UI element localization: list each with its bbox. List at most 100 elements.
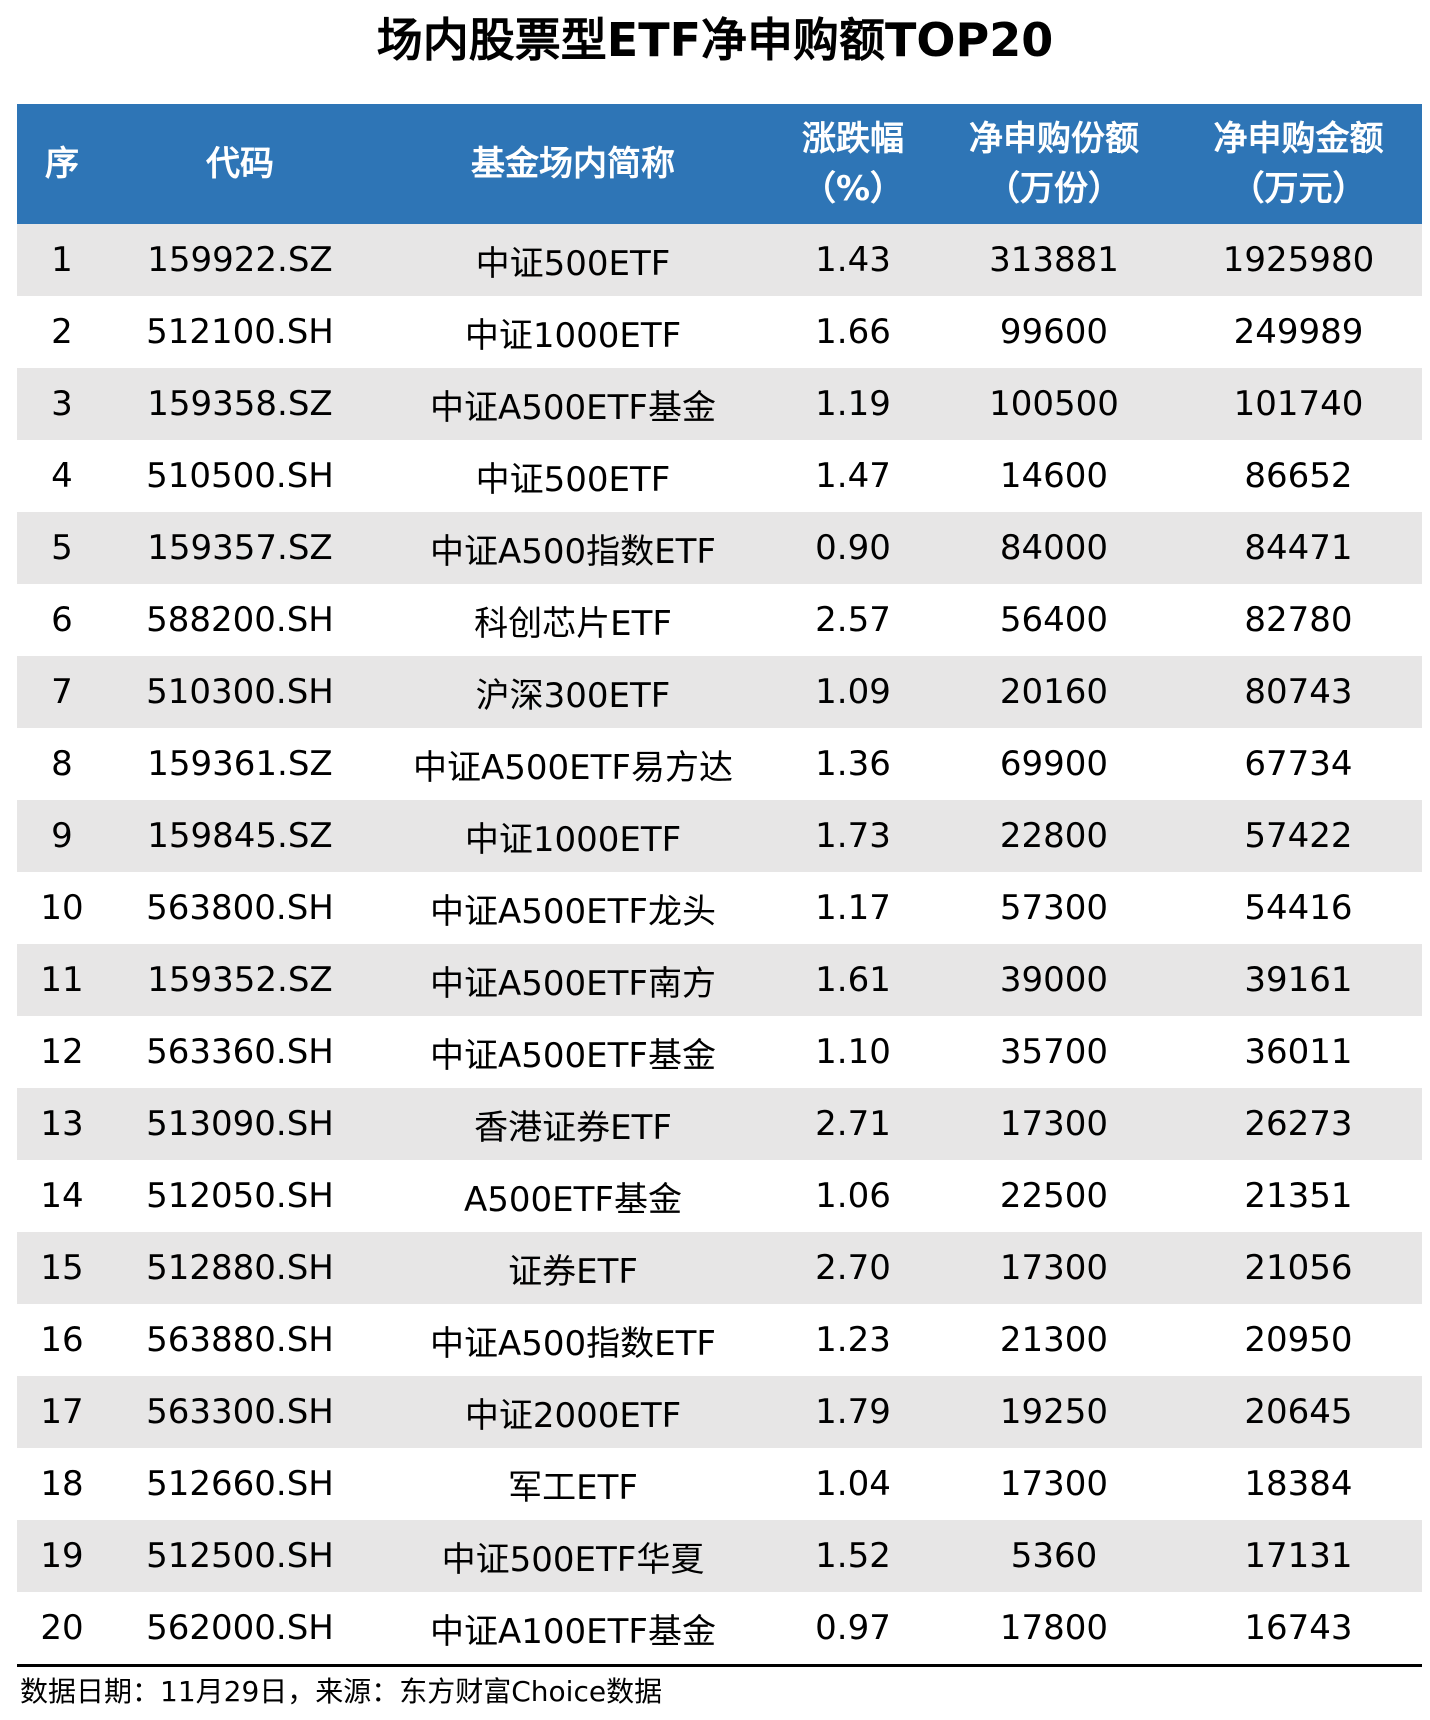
cell-net-amount: 20645 <box>1244 1392 1353 1432</box>
cell-code: 563360.SH <box>146 1032 334 1072</box>
cell-change-pct: 1.52 <box>815 1536 891 1576</box>
cell-net-amount: 249989 <box>1233 312 1364 352</box>
cell-fund-name: 中证A500ETF南方 <box>430 963 716 1004</box>
cell-net-shares: 39000 <box>999 960 1109 1000</box>
header-label: （万份） <box>986 169 1122 209</box>
cell-net-shares: 35700 <box>999 1032 1109 1072</box>
cell-code: 510500.SH <box>146 456 334 496</box>
table-row: 19 512500.SH 中证500ETF华夏 1.52 5360 17131 <box>17 1520 1422 1592</box>
cell-rank: 11 <box>40 960 84 1000</box>
cell-fund-name: 中证2000ETF <box>464 1395 682 1436</box>
cell-change-pct: 1.36 <box>815 744 891 784</box>
table-row: 14 512050.SH A500ETF基金 1.06 22500 21351 <box>17 1160 1422 1232</box>
cell-net-amount: 26273 <box>1244 1104 1353 1144</box>
table-row: 13 513090.SH 香港证券ETF 2.71 17300 26273 <box>17 1088 1422 1160</box>
cell-fund-name: 中证A500ETF基金 <box>430 1035 716 1076</box>
cell-rank: 1 <box>51 240 73 280</box>
table-row: 11 159352.SZ 中证A500ETF南方 1.61 39000 39161 <box>17 944 1422 1016</box>
header-code: 代码 <box>107 104 373 224</box>
header-rank: 序 <box>17 104 107 224</box>
header-net-amount: 净申购金额 （万元） <box>1175 104 1422 224</box>
cell-rank: 19 <box>40 1536 84 1576</box>
cell-net-shares: 313881 <box>989 240 1119 280</box>
cell-code: 159357.SZ <box>147 528 333 568</box>
cell-rank: 13 <box>40 1104 84 1144</box>
cell-rank: 18 <box>40 1464 84 1504</box>
cell-net-shares: 5360 <box>1010 1536 1098 1576</box>
cell-rank: 20 <box>40 1608 84 1648</box>
cell-fund-name: 科创芯片ETF <box>474 603 672 644</box>
header-label: 净申购金额 <box>1213 119 1384 159</box>
cell-rank: 6 <box>51 600 73 640</box>
cell-fund-name: 中证A500指数ETF <box>430 531 716 572</box>
cell-net-amount: 80743 <box>1244 672 1353 712</box>
cell-net-amount: 18384 <box>1244 1464 1353 1504</box>
header-label: （%） <box>801 169 905 209</box>
cell-change-pct: 1.61 <box>815 960 891 1000</box>
header-change-pct: 涨跌幅 （%） <box>773 104 933 224</box>
table-row: 2 512100.SH 中证1000ETF 1.66 99600 249989 <box>17 296 1422 368</box>
cell-net-shares: 17300 <box>999 1104 1109 1144</box>
cell-change-pct: 2.57 <box>815 600 891 640</box>
cell-net-shares: 17800 <box>999 1608 1109 1648</box>
cell-fund-name: 中证1000ETF <box>464 315 682 356</box>
cell-net-amount: 101740 <box>1233 384 1364 424</box>
cell-fund-name: 证券ETF <box>508 1251 638 1292</box>
table-row: 8 159361.SZ 中证A500ETF易方达 1.36 69900 67734 <box>17 728 1422 800</box>
cell-net-amount: 1925980 <box>1222 240 1375 280</box>
header-fund-name: 基金场内简称 <box>373 104 773 224</box>
table-row: 9 159845.SZ 中证1000ETF 1.73 22800 57422 <box>17 800 1422 872</box>
cell-net-amount: 84471 <box>1244 528 1353 568</box>
table-row: 7 510300.SH 沪深300ETF 1.09 20160 80743 <box>17 656 1422 728</box>
cell-fund-name: 中证500ETF <box>475 243 671 284</box>
table-header: 序 代码 基金场内简称 涨跌幅 （%） 净申购份额 （万份） 净申购金额 （万元） <box>17 104 1422 224</box>
cell-fund-name: 中证500ETF <box>475 459 671 500</box>
cell-net-shares: 22500 <box>999 1176 1109 1216</box>
table-row: 10 563800.SH 中证A500ETF龙头 1.17 57300 54416 <box>17 872 1422 944</box>
cell-net-shares: 69900 <box>999 744 1109 784</box>
source-note: 数据日期：11月29日，来源：东方财富Choice数据 <box>20 1675 663 1708</box>
cell-fund-name: 中证1000ETF <box>464 819 682 860</box>
header-net-shares: 净申购份额 （万份） <box>933 104 1175 224</box>
cell-rank: 7 <box>51 672 73 712</box>
cell-net-amount: 39161 <box>1244 960 1353 1000</box>
header-label: 基金场内简称 <box>471 144 675 184</box>
cell-net-amount: 21351 <box>1244 1176 1353 1216</box>
cell-net-shares: 21300 <box>999 1320 1109 1360</box>
cell-rank: 5 <box>51 528 73 568</box>
cell-rank: 3 <box>51 384 73 424</box>
cell-code: 513090.SH <box>146 1104 334 1144</box>
cell-net-shares: 17300 <box>999 1464 1109 1504</box>
cell-net-shares: 19250 <box>999 1392 1109 1432</box>
cell-change-pct: 1.79 <box>815 1392 891 1432</box>
table-row: 18 512660.SH 军工ETF 1.04 17300 18384 <box>17 1448 1422 1520</box>
cell-code: 512100.SH <box>146 312 334 352</box>
cell-change-pct: 1.06 <box>815 1176 891 1216</box>
cell-fund-name: 中证A100ETF基金 <box>430 1611 716 1652</box>
cell-net-shares: 20160 <box>999 672 1109 712</box>
cell-fund-name: 香港证券ETF <box>474 1107 672 1148</box>
cell-code: 512050.SH <box>146 1176 334 1216</box>
cell-rank: 15 <box>40 1248 84 1288</box>
cell-net-shares: 14600 <box>999 456 1109 496</box>
cell-change-pct: 2.71 <box>815 1104 891 1144</box>
footer-divider <box>17 1664 1422 1667</box>
cell-net-shares: 17300 <box>999 1248 1109 1288</box>
table-row: 17 563300.SH 中证2000ETF 1.79 19250 20645 <box>17 1376 1422 1448</box>
header-label: 净申购份额 <box>969 119 1139 159</box>
cell-rank: 12 <box>40 1032 84 1072</box>
cell-change-pct: 1.09 <box>815 672 891 712</box>
cell-change-pct: 2.70 <box>815 1248 891 1288</box>
table-row: 5 159357.SZ 中证A500指数ETF 0.90 84000 84471 <box>17 512 1422 584</box>
cell-fund-name: 中证A500ETF基金 <box>430 387 716 428</box>
table-row: 3 159358.SZ 中证A500ETF基金 1.19 100500 101740 <box>17 368 1422 440</box>
cell-fund-name: 中证A500ETF易方达 <box>413 747 733 788</box>
cell-net-amount: 86652 <box>1244 456 1353 496</box>
cell-code: 159922.SZ <box>147 240 333 280</box>
cell-code: 563800.SH <box>146 888 334 928</box>
cell-fund-name: A500ETF基金 <box>464 1179 682 1220</box>
cell-change-pct: 1.17 <box>815 888 891 928</box>
cell-fund-name: 中证A500指数ETF <box>430 1323 716 1364</box>
cell-change-pct: 1.66 <box>815 312 891 352</box>
cell-change-pct: 1.19 <box>815 384 891 424</box>
